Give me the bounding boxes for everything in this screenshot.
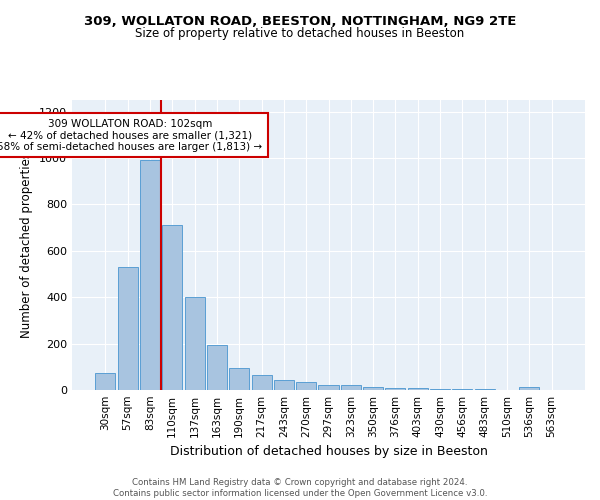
Bar bbox=[185, 297, 205, 390]
Bar bbox=[118, 267, 138, 390]
Text: Contains HM Land Registry data © Crown copyright and database right 2024.
Contai: Contains HM Land Registry data © Crown c… bbox=[113, 478, 487, 498]
Text: 309, WOLLATON ROAD, BEESTON, NOTTINGHAM, NG9 2TE: 309, WOLLATON ROAD, BEESTON, NOTTINGHAM,… bbox=[84, 15, 516, 28]
Bar bbox=[408, 388, 428, 390]
X-axis label: Distribution of detached houses by size in Beeston: Distribution of detached houses by size … bbox=[170, 446, 487, 458]
Bar bbox=[319, 386, 338, 390]
Bar bbox=[363, 386, 383, 390]
Bar bbox=[140, 160, 160, 390]
Bar bbox=[95, 372, 115, 390]
Bar bbox=[519, 386, 539, 390]
Bar bbox=[162, 226, 182, 390]
Text: Size of property relative to detached houses in Beeston: Size of property relative to detached ho… bbox=[136, 28, 464, 40]
Text: 309 WOLLATON ROAD: 102sqm
← 42% of detached houses are smaller (1,321)
58% of se: 309 WOLLATON ROAD: 102sqm ← 42% of detac… bbox=[0, 118, 262, 152]
Bar bbox=[475, 389, 495, 390]
Bar bbox=[385, 388, 406, 390]
Bar bbox=[341, 386, 361, 390]
Y-axis label: Number of detached properties: Number of detached properties bbox=[20, 152, 34, 338]
Bar bbox=[430, 389, 450, 390]
Bar bbox=[452, 389, 472, 390]
Bar bbox=[207, 345, 227, 390]
Bar bbox=[251, 375, 272, 390]
Bar bbox=[274, 380, 294, 390]
Bar bbox=[229, 368, 249, 390]
Bar bbox=[296, 382, 316, 390]
